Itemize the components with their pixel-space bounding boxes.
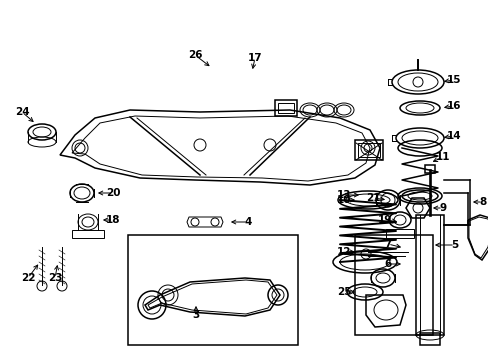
Text: 3: 3 — [192, 310, 199, 320]
Bar — [278, 103, 293, 113]
Text: 26: 26 — [187, 50, 202, 60]
Text: 19: 19 — [377, 215, 391, 225]
Bar — [415, 215, 443, 335]
Text: 24: 24 — [15, 107, 29, 117]
Text: 12: 12 — [336, 247, 350, 257]
Text: 25: 25 — [336, 287, 350, 297]
Text: 15: 15 — [446, 75, 460, 85]
Text: 11: 11 — [435, 152, 449, 162]
Text: 16: 16 — [446, 101, 460, 111]
Bar — [274, 100, 296, 116]
Text: 22: 22 — [20, 273, 35, 283]
Bar — [354, 235, 432, 335]
Text: 7: 7 — [384, 239, 391, 249]
Text: 20: 20 — [105, 188, 120, 198]
Text: 9: 9 — [439, 203, 446, 213]
Text: 18: 18 — [105, 215, 120, 225]
Text: 8: 8 — [478, 197, 486, 207]
Text: 10: 10 — [336, 195, 350, 205]
Text: 21: 21 — [365, 193, 380, 203]
Text: 6: 6 — [384, 259, 391, 269]
Bar — [354, 140, 382, 160]
Bar — [424, 165, 434, 173]
Bar — [357, 143, 379, 157]
Text: 23: 23 — [48, 273, 62, 283]
Text: 13: 13 — [336, 190, 350, 200]
Text: 17: 17 — [247, 53, 262, 63]
Text: 4: 4 — [244, 217, 251, 227]
Bar — [419, 333, 439, 345]
Bar — [128, 235, 297, 345]
Text: 14: 14 — [446, 131, 460, 141]
Text: 5: 5 — [450, 240, 458, 250]
